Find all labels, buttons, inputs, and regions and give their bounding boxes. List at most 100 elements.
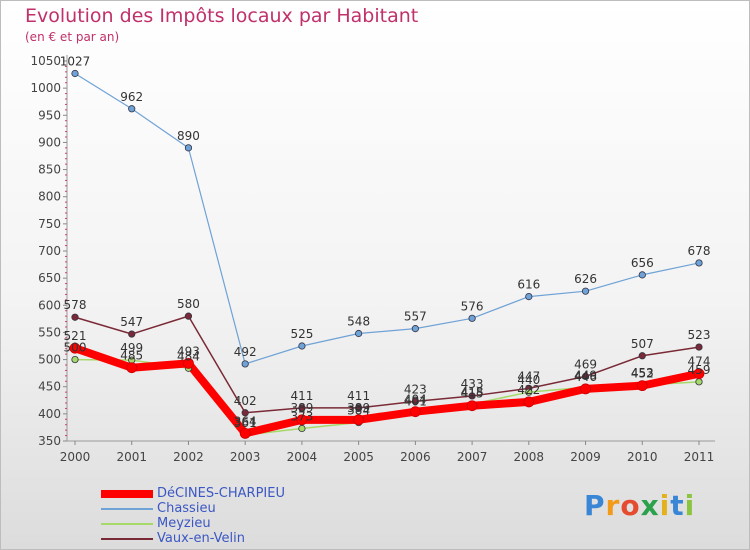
logo-letter: t [670, 489, 685, 522]
y-tick-label: 1050 [30, 54, 61, 68]
data-point [695, 259, 703, 267]
logo-letter: x [640, 489, 660, 522]
data-label: 469 [574, 357, 597, 371]
data-point [128, 330, 136, 338]
legend-item: DéCINES-CHARPIEU [101, 486, 421, 502]
data-point [71, 355, 79, 364]
data-point [71, 313, 79, 321]
y-tick-label: 650 [38, 271, 61, 285]
data-label: 557 [404, 310, 427, 324]
data-point [580, 383, 591, 395]
data-point [353, 414, 365, 426]
x-tick-label: 2009 [570, 450, 601, 464]
data-label: 500 [64, 341, 87, 355]
y-tick-label: 500 [38, 353, 61, 367]
y-tick-label: 550 [38, 325, 61, 339]
data-point [581, 372, 590, 380]
data-point [298, 404, 306, 412]
chart-subtitle: (en € et par an) [25, 30, 120, 44]
proxiti-logo: Proxiti [584, 489, 695, 522]
y-tick-label: 850 [38, 163, 61, 177]
data-label: 548 [347, 315, 370, 329]
logo-letter: r [605, 489, 621, 522]
y-tick-label: 750 [38, 217, 61, 231]
x-tick-label: 2001 [116, 450, 147, 464]
data-point [523, 396, 535, 408]
data-point [128, 105, 136, 113]
y-tick-label: 900 [38, 135, 61, 149]
series-line [71, 344, 703, 438]
data-point [184, 144, 193, 152]
data-label: 433 [461, 377, 484, 391]
data-point [468, 392, 476, 400]
data-point [525, 292, 533, 301]
data-point [71, 69, 79, 78]
data-label: 452 [631, 367, 654, 381]
data-label: 890 [177, 129, 200, 143]
logo-letter: o [620, 489, 641, 522]
data-point [183, 357, 194, 369]
data-point [525, 388, 533, 396]
data-label: 447 [517, 369, 540, 383]
chart-title: Evolution des Impôts locaux par Habitant [25, 5, 419, 27]
data-label: 578 [64, 298, 87, 312]
data-point [695, 343, 703, 351]
data-label: 678 [688, 244, 711, 258]
y-tick-label: 400 [38, 407, 61, 421]
data-label: 389 [347, 401, 370, 415]
legend-swatch [101, 508, 153, 510]
data-point [695, 378, 703, 386]
data-point [239, 427, 251, 439]
y-tick-label: 600 [38, 298, 61, 312]
data-point [69, 342, 81, 354]
data-label: 384 [347, 404, 370, 418]
legend-swatch [101, 523, 153, 525]
data-point [184, 312, 193, 320]
data-label: 422 [517, 383, 540, 397]
x-tick-label: 2006 [400, 450, 431, 464]
data-point [581, 287, 590, 295]
y-tick-label: 950 [38, 108, 61, 122]
logo-letter: i [659, 489, 671, 522]
data-label: 547 [120, 315, 143, 329]
data-point [468, 314, 476, 322]
legend-label: Chassieu [157, 501, 216, 516]
data-label: 423 [404, 382, 427, 396]
legend-swatch [101, 490, 153, 498]
legend-item: Vaux-en-Velin [101, 531, 421, 547]
data-label: 493 [177, 344, 200, 358]
series-line [74, 315, 700, 414]
data-label: 523 [688, 328, 711, 342]
logo-letter: P [584, 489, 606, 522]
data-point [241, 409, 249, 417]
y-tick-label: 700 [38, 244, 61, 258]
y-tick-label: 800 [38, 190, 61, 204]
data-label: 453 [631, 366, 654, 380]
legend-label: DéCINES-CHARPIEU [157, 486, 285, 501]
y-tick-label: 350 [38, 434, 61, 448]
data-label: 446 [574, 370, 597, 384]
legend-label: Vaux-en-Velin [157, 531, 245, 546]
data-label: 404 [404, 393, 427, 407]
data-label: 507 [631, 337, 654, 351]
x-tick-label: 2008 [514, 450, 545, 464]
y-tick-label: 450 [38, 380, 61, 394]
data-label: 616 [517, 278, 540, 292]
x-tick-label: 2003 [230, 450, 261, 464]
data-label: 474 [688, 355, 711, 369]
data-point [296, 414, 308, 426]
data-label: 485 [120, 349, 143, 363]
data-label: 459 [688, 363, 711, 377]
x-tick-label: 2011 [684, 450, 715, 464]
data-label: 525 [290, 327, 313, 341]
x-tick-label: 2010 [627, 450, 658, 464]
logo-letter: i [684, 489, 696, 522]
data-label: 361 [234, 416, 257, 430]
data-label: 1027 [60, 54, 91, 68]
data-label: 521 [64, 329, 87, 343]
data-label: 440 [517, 373, 540, 387]
legend-label: Meyzieu [157, 516, 211, 531]
x-tick-label: 2002 [173, 450, 204, 464]
legend-swatch [101, 538, 153, 540]
data-label: 389 [290, 401, 313, 415]
